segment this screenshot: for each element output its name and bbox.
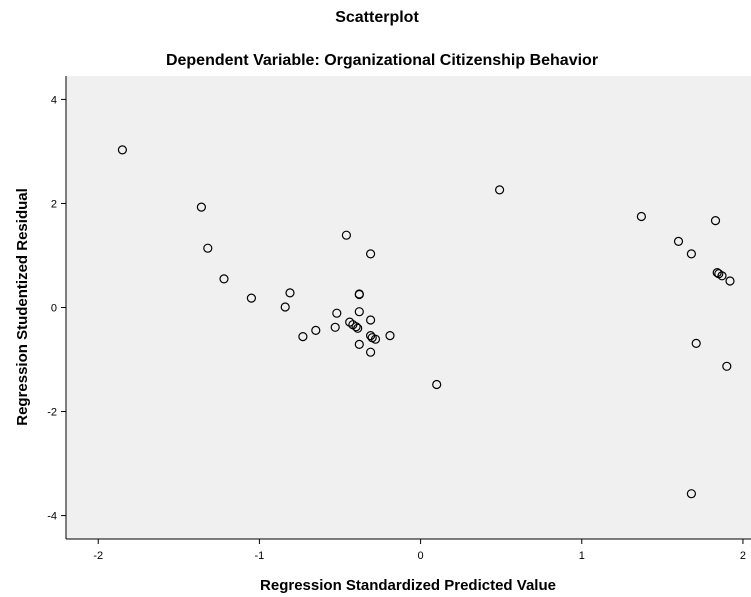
chart-subtitle: Dependent Variable: Organizational Citiz… bbox=[166, 52, 598, 69]
x-tick-label: -1 bbox=[255, 550, 265, 562]
data-point bbox=[203, 243, 213, 253]
data-point bbox=[219, 274, 229, 284]
data-point bbox=[385, 331, 395, 341]
data-point bbox=[246, 293, 256, 303]
data-point bbox=[332, 308, 342, 318]
data-point bbox=[673, 236, 684, 246]
data-point bbox=[298, 332, 308, 342]
data-point bbox=[330, 322, 340, 332]
chart-title: Scatterplot bbox=[335, 9, 419, 26]
data-point bbox=[366, 249, 376, 259]
data-point bbox=[354, 339, 364, 349]
data-point bbox=[432, 379, 442, 390]
y-axis-label: Regression Studentized Residual bbox=[14, 188, 31, 426]
x-tick-label: 1 bbox=[579, 550, 585, 562]
data-point bbox=[354, 307, 364, 317]
data-point bbox=[722, 361, 732, 371]
data-point bbox=[351, 322, 361, 332]
data-point bbox=[366, 347, 376, 357]
data-point bbox=[636, 211, 647, 222]
y-axis-ticks: -4 -2 0 2 4 bbox=[47, 94, 66, 523]
data-point bbox=[495, 185, 505, 195]
data-point bbox=[717, 271, 727, 281]
data-point bbox=[712, 268, 722, 278]
data-point bbox=[725, 276, 735, 286]
data-point bbox=[345, 317, 355, 327]
data-point bbox=[353, 323, 363, 333]
y-tick-label: 2 bbox=[51, 198, 57, 210]
data-point bbox=[366, 315, 376, 325]
y-tick-label: -2 bbox=[47, 407, 57, 419]
y-tick-label: 4 bbox=[51, 94, 57, 106]
data-point bbox=[280, 302, 290, 312]
x-tick-label: 2 bbox=[740, 550, 746, 562]
data-point bbox=[370, 334, 381, 344]
data-point bbox=[710, 216, 721, 226]
data-point bbox=[686, 249, 697, 259]
data-points bbox=[117, 145, 735, 499]
x-axis-label: Regression Standardized Predicted Value bbox=[260, 577, 556, 594]
data-point bbox=[354, 289, 364, 300]
x-tick-label: -2 bbox=[93, 550, 103, 562]
y-tick-label: -4 bbox=[47, 511, 57, 523]
data-point bbox=[285, 288, 295, 298]
data-point bbox=[311, 325, 321, 335]
x-tick-label: 0 bbox=[418, 550, 424, 562]
x-axis-ticks: -2 -1 0 1 2 bbox=[93, 539, 746, 562]
data-point bbox=[196, 202, 206, 212]
plot-area bbox=[66, 76, 751, 539]
y-tick-label: 0 bbox=[51, 303, 57, 315]
data-point bbox=[691, 338, 701, 348]
data-point bbox=[686, 489, 697, 499]
data-point bbox=[341, 230, 351, 240]
data-point bbox=[117, 145, 128, 155]
